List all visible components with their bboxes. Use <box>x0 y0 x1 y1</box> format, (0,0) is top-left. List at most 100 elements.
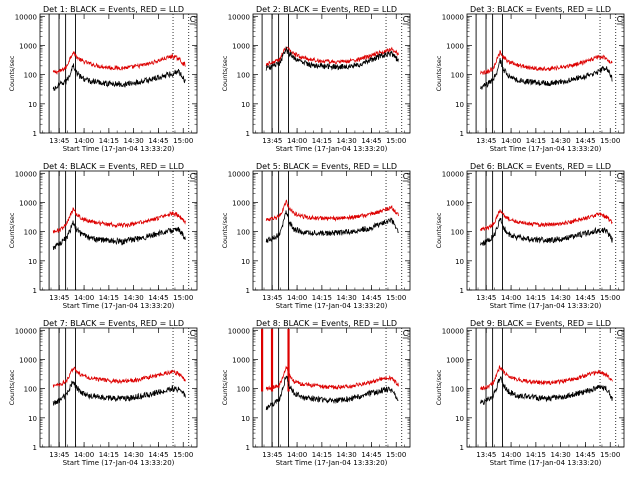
y-tick-label: 1 <box>33 130 37 138</box>
plot-frame <box>466 170 625 291</box>
x-axis-label: Start Time (17-Jan-04 13:33:20) <box>63 459 175 467</box>
panel-title: Det 6: BLACK = Events, RED = LLD <box>470 162 611 171</box>
x-tick-label: 15:00 <box>600 451 620 459</box>
y-tick-label: 10000 <box>15 13 37 21</box>
x-tick-label: 14:00 <box>501 137 521 145</box>
y-tick-label: 1 <box>33 444 37 452</box>
y-axis-label: Counts/sec <box>8 55 16 91</box>
x-axis-label: Start Time (17-Jan-04 13:33:20) <box>490 302 602 310</box>
y-axis-label: Counts/sec <box>435 212 443 248</box>
y-tick-label: 10000 <box>15 327 37 335</box>
y-tick-label: 100 <box>24 386 37 394</box>
lld-trace <box>265 365 399 392</box>
y-tick-label: 1000 <box>19 42 37 50</box>
lld-trace <box>52 366 186 388</box>
x-tick-label: 13:45 <box>262 451 282 459</box>
x-tick-label: 14:30 <box>551 137 571 145</box>
y-axis-label: Counts/sec <box>8 369 16 405</box>
panel-title: Det 1: BLACK = Events, RED = LLD <box>43 5 184 14</box>
x-tick-label: 13:45 <box>476 137 496 145</box>
y-tick-label: 1000 <box>232 199 250 207</box>
y-tick-label: 1000 <box>446 42 464 50</box>
panel-title: Det 9: BLACK = Events, RED = LLD <box>470 319 611 328</box>
x-tick-label: 14:15 <box>526 451 546 459</box>
y-tick-label: 100 <box>451 72 464 80</box>
y-tick-label: 1000 <box>446 199 464 207</box>
events-trace <box>479 376 613 406</box>
y-tick-label: 100 <box>451 386 464 394</box>
x-axis-label: Start Time (17-Jan-04 13:33:20) <box>490 145 602 153</box>
corner-label: C <box>190 329 196 338</box>
x-tick-label: 14:30 <box>337 137 357 145</box>
x-tick-label: 13:45 <box>49 451 69 459</box>
chart-panel-6: Det 6: BLACK = Events, RED = LLD 1 10 100 10… <box>435 162 625 310</box>
y-tick-label: 1 <box>460 287 464 295</box>
y-tick-label: 10 <box>28 258 37 266</box>
x-tick-label: 14:45 <box>148 451 168 459</box>
x-tick-label: 15:00 <box>600 294 620 302</box>
events-trace <box>52 380 186 406</box>
x-tick-label: 13:45 <box>262 137 282 145</box>
x-tick-label: 13:45 <box>262 294 282 302</box>
x-tick-label: 14:00 <box>74 294 94 302</box>
x-axis-label: Start Time (17-Jan-04 13:33:20) <box>276 459 388 467</box>
x-tick-label: 14:15 <box>99 294 119 302</box>
corner-label: C <box>617 172 623 181</box>
x-tick-label: 14:30 <box>551 294 571 302</box>
panel-title: Det 8: BLACK = Events, RED = LLD <box>256 319 397 328</box>
events-trace <box>479 217 613 246</box>
y-tick-label: 1 <box>460 444 464 452</box>
x-tick-label: 14:00 <box>287 137 307 145</box>
chart-panel-3: Det 3: BLACK = Events, RED = LLD 1 10 100 10… <box>435 5 625 153</box>
y-tick-label: 1000 <box>232 356 250 364</box>
corner-label: C <box>403 15 409 24</box>
x-tick-label: 14:45 <box>361 137 381 145</box>
y-tick-label: 1000 <box>19 356 37 364</box>
lld-trace <box>265 199 399 222</box>
panel-title: Det 3: BLACK = Events, RED = LLD <box>470 5 611 14</box>
y-tick-label: 10 <box>455 101 464 109</box>
panels-layer: Det 1: BLACK = Events, RED = LLD 1 10 100 10… <box>8 5 625 467</box>
x-tick-label: 14:00 <box>74 137 94 145</box>
x-tick-label: 15:00 <box>173 451 193 459</box>
y-tick-label: 1 <box>460 130 464 138</box>
y-tick-label: 10000 <box>442 13 464 21</box>
x-tick-label: 13:45 <box>476 451 496 459</box>
panel-title: Det 4: BLACK = Events, RED = LLD <box>43 162 184 171</box>
y-axis-label: Counts/sec <box>8 212 16 248</box>
y-tick-label: 10 <box>28 415 37 423</box>
x-tick-label: 15:00 <box>386 294 406 302</box>
panel-title: Det 2: BLACK = Events, RED = LLD <box>256 5 397 14</box>
x-tick-label: 14:15 <box>526 137 546 145</box>
x-tick-label: 14:30 <box>124 137 144 145</box>
x-tick-label: 13:45 <box>476 294 496 302</box>
y-tick-label: 1 <box>246 287 250 295</box>
x-tick-label: 14:30 <box>551 451 571 459</box>
x-tick-label: 14:45 <box>575 137 595 145</box>
corner-label: C <box>617 329 623 338</box>
y-tick-label: 10000 <box>228 13 250 21</box>
lld-trace <box>52 50 186 75</box>
y-axis-label: Counts/sec <box>221 55 229 91</box>
y-tick-label: 10 <box>241 258 250 266</box>
x-tick-label: 13:45 <box>49 294 69 302</box>
y-tick-label: 1000 <box>232 42 250 50</box>
lld-trace <box>479 364 613 391</box>
y-tick-label: 100 <box>24 72 37 80</box>
plot-frame <box>252 13 411 134</box>
y-tick-label: 10000 <box>228 327 250 335</box>
panel-title: Det 7: BLACK = Events, RED = LLD <box>43 319 184 328</box>
x-tick-label: 14:45 <box>575 294 595 302</box>
x-tick-label: 14:00 <box>287 451 307 459</box>
y-axis-label: Counts/sec <box>435 369 443 405</box>
x-tick-label: 14:00 <box>501 294 521 302</box>
x-tick-label: 14:15 <box>312 137 332 145</box>
y-axis-label: Counts/sec <box>221 369 229 405</box>
lld-trace <box>480 209 613 232</box>
x-tick-label: 13:45 <box>49 137 69 145</box>
chart-panel-5: Det 5: BLACK = Events, RED = LLD 1 10 100 10… <box>221 162 411 310</box>
y-tick-label: 10 <box>455 258 464 266</box>
y-tick-label: 10 <box>241 101 250 109</box>
corner-label: C <box>617 15 623 24</box>
